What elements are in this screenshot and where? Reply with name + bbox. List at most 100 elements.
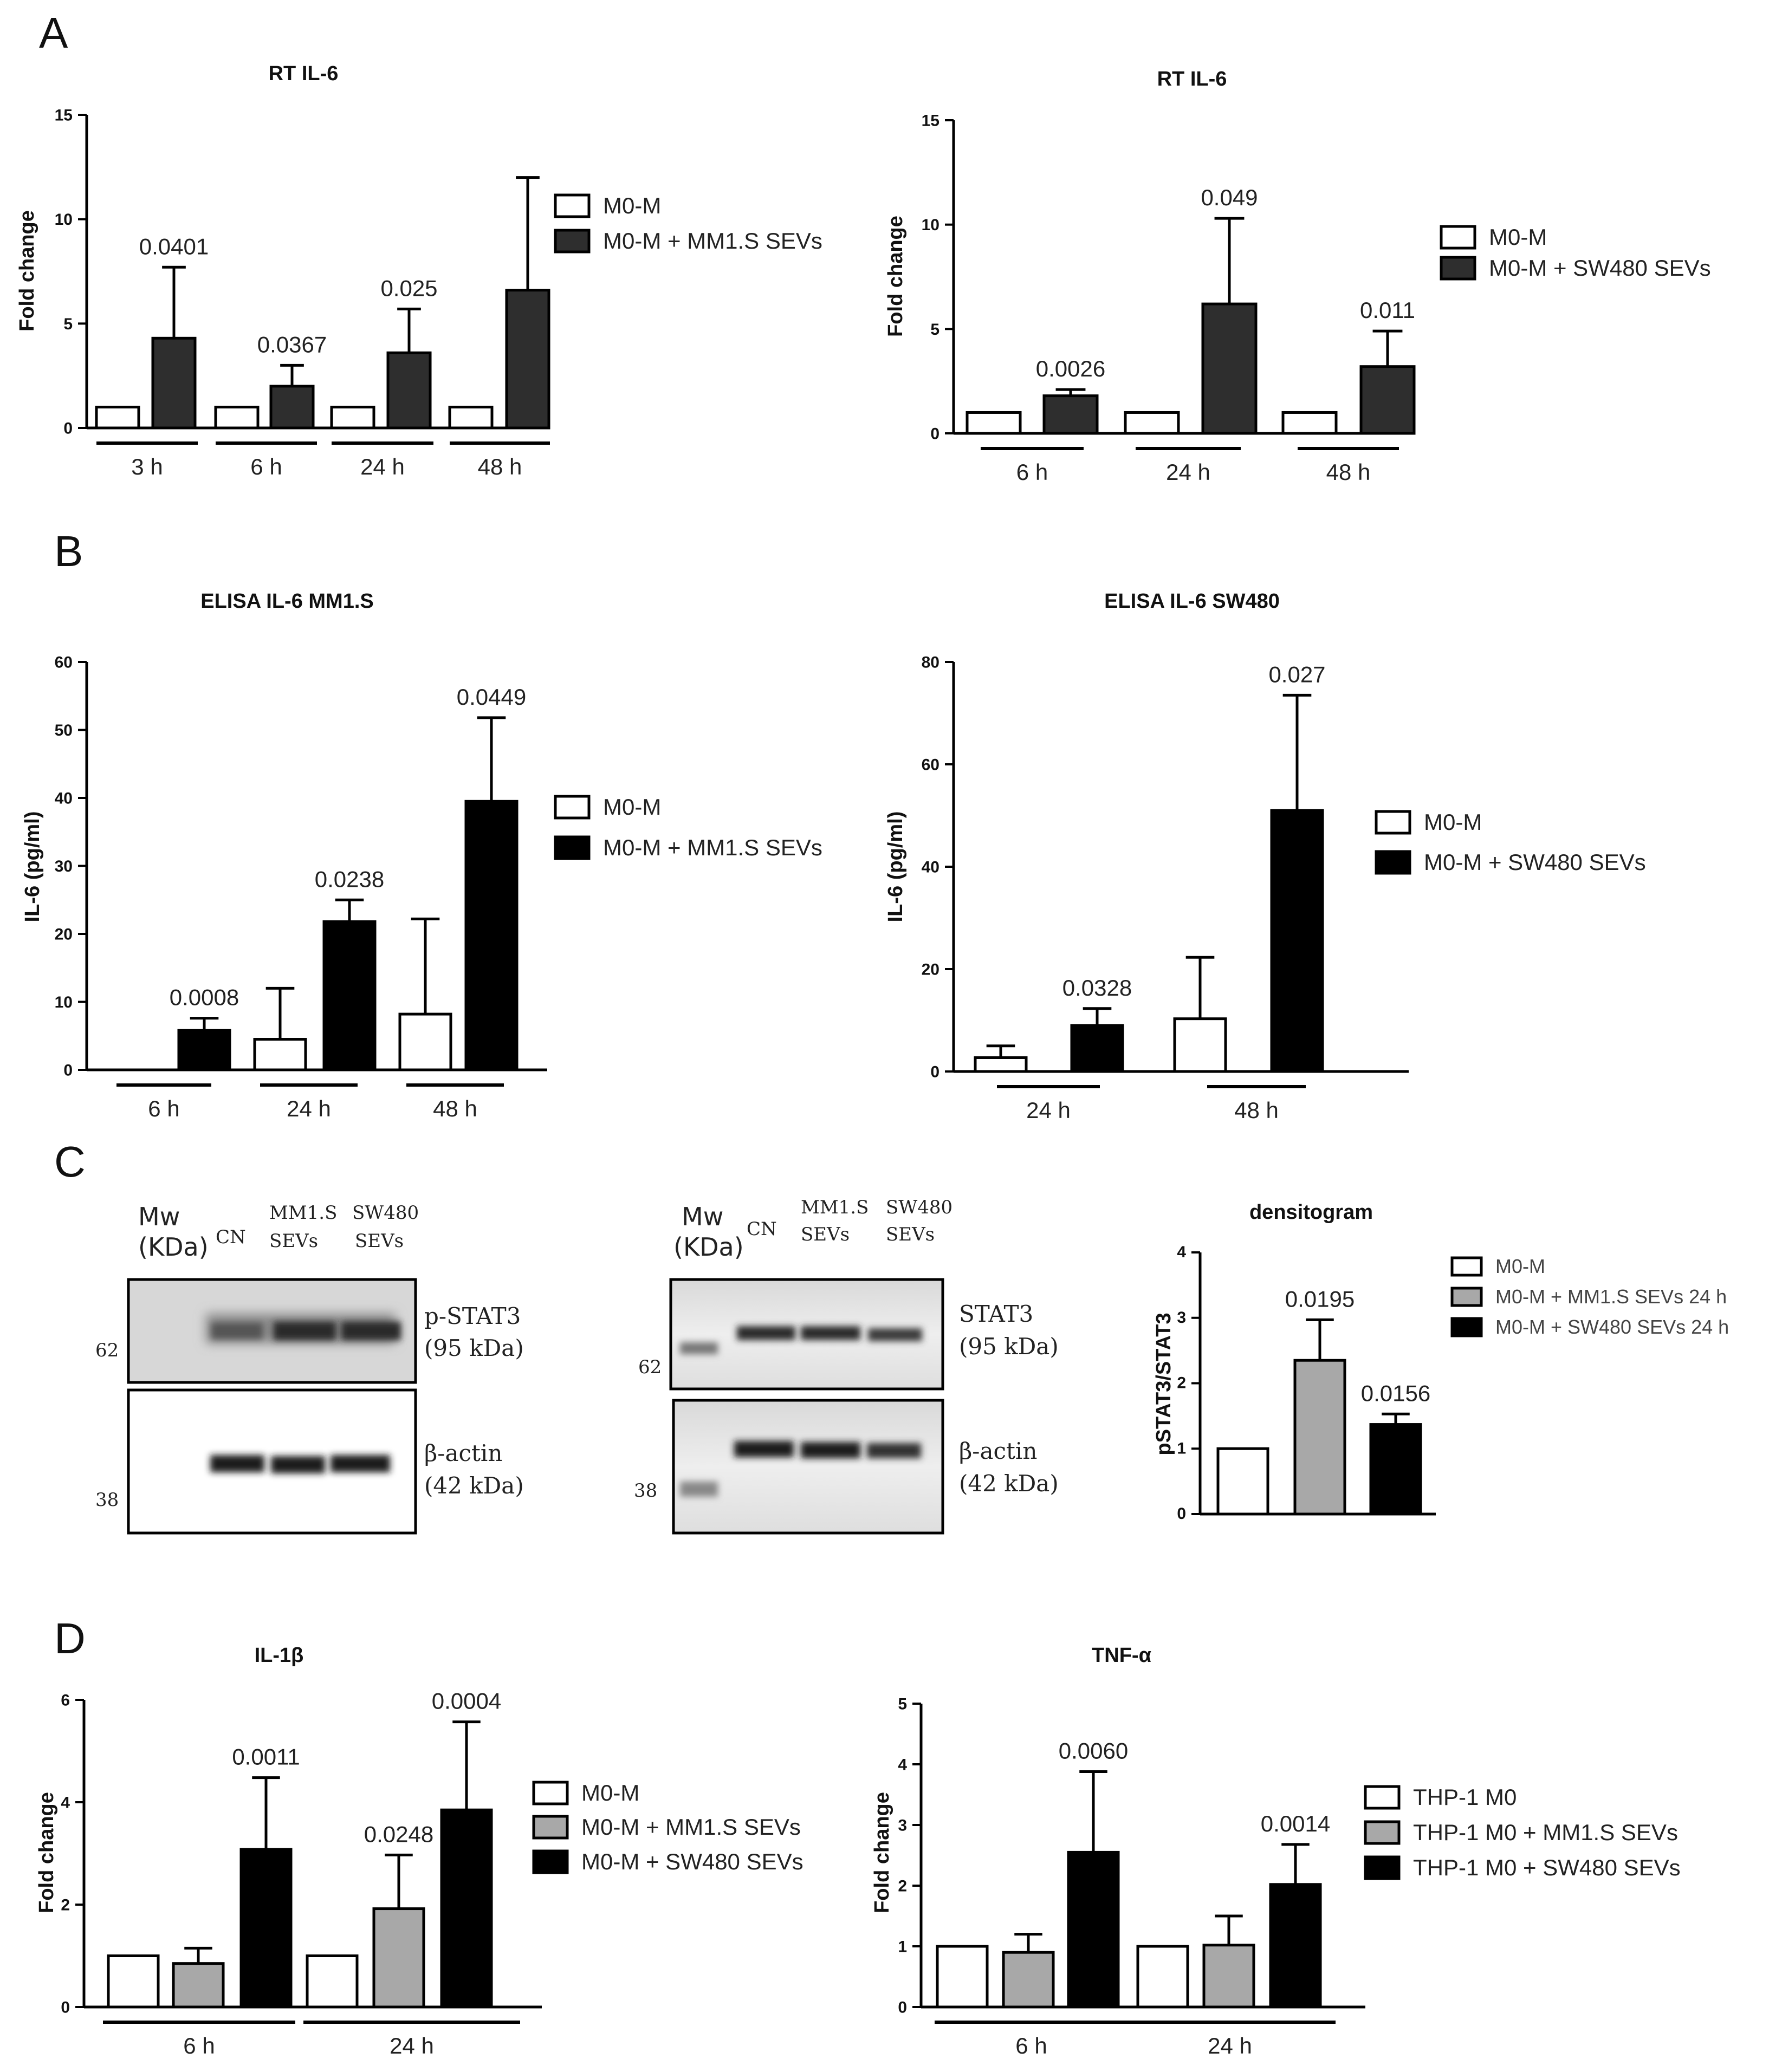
y-axis-label: Fold change [35,1792,58,1913]
bar-2 [1270,809,1324,1073]
legend-label-2: M0-M + SW480 SEVs [1424,849,1646,875]
p-value-label: 0.0328 [1062,975,1132,1001]
wb-left-top-marker: 62 [95,1340,119,1361]
y-tick-label: 0 [1177,1505,1186,1523]
y-tick-label: 5 [898,1696,907,1713]
wb-right-top-marker: 62 [638,1356,662,1378]
x-category-label: 24 h [1166,459,1210,485]
p-value-label: 0.0401 [139,233,209,259]
chart-title: TNF-α [1092,1644,1151,1667]
western-blot-left: Mw (KDa) CN MM1.S SEVs SW480 SEVs 62 38 … [95,1202,524,1535]
bar-3 [1269,1883,1322,2009]
wb-right-bottom-size: (42 kDa) [959,1470,1059,1497]
y-tick-label: 40 [922,859,939,876]
y-tick-label: 0 [63,1062,73,1080]
p-value-label: 0.027 [1268,661,1325,687]
p-value-label: 0.0367 [257,332,327,357]
legend-swatch-3 [1450,1317,1483,1337]
wb-left-actin-band-sw480 [331,1455,390,1472]
legend-swatch-3 [1364,1855,1401,1880]
legend-label-1: THP-1 M0 [1413,1784,1517,1810]
wb-right-bottom-membrane [672,1399,944,1535]
wb-left-lane-mm1s: MM1.S [269,1202,337,1224]
x-category-label: 48 h [1234,1097,1279,1123]
legend-swatch-1 [554,193,591,218]
y-axis-label: Fold change [871,1792,893,1913]
chart-title: ELISA IL-6 MM1.S [200,590,374,613]
x-category-label: 48 h [433,1096,477,1121]
wb-right-stat3-band-mm1s [801,1326,860,1340]
legend-swatch-2 [554,835,591,860]
y-tick-label: 5 [63,315,73,333]
wb-left-bottom-label: β-actin [424,1440,502,1466]
legend-swatch-1 [1440,225,1476,250]
legend-swatch-2 [1364,1820,1401,1845]
bar-2 [1042,394,1099,435]
bar-2 [1070,1024,1124,1073]
legend-swatch-1 [1375,810,1411,835]
legend-swatch-1 [532,1781,569,1805]
bar-1 [1216,1447,1269,1516]
x-category-label: 24 h [1026,1097,1071,1123]
y-tick-label: 20 [55,926,73,944]
legend-label-3: M0-M + SW480 SEVs [581,1849,803,1874]
bar-3 [1369,1423,1422,1516]
x-category-label: 3 h [131,454,163,479]
x-category-label: 6 h [250,454,282,479]
x-category-label: 48 h [478,454,522,479]
p-value-label: 0.0060 [1059,1738,1128,1763]
y-tick-label: 50 [55,722,73,739]
wb-left-pstat3-band-mm1s [274,1322,336,1340]
y-tick-label: 80 [922,654,939,672]
wb-right-top-size: (95 kDa) [959,1333,1059,1360]
bar-1 [306,1954,359,2009]
legend-swatch-1 [1364,1785,1401,1810]
bar-2 [505,289,550,430]
y-tick-label: 20 [922,961,939,979]
y-tick-label: 1 [1177,1439,1186,1457]
legend-swatch-1 [554,795,591,820]
wb-left-pstat3-band-cn [211,1323,263,1339]
wb-left-bottom-marker: 38 [95,1489,119,1511]
western-blot-right: Mw (KDa) CN MM1.S SEVs SW480 SEVs 62 38 … [634,1197,1059,1535]
wb-right-kda-label: (KDa) [673,1232,744,1262]
y-tick-label: 15 [922,112,939,130]
y-axis-label: pSTAT3/STAT3 [1152,1313,1175,1455]
chart-tnfa: TNF-α Fold change 0 1 2 3 4 5 6 h 24 h 0.0060 0.001… [871,1644,1681,2058]
wb-left-mw-label: Mw [138,1202,180,1231]
bar-2 [269,385,315,430]
bar-1 [214,405,260,430]
wb-left-pstat3-band-sw480 [341,1322,401,1340]
p-value-label: 0.0014 [1261,1811,1330,1836]
legend-label-3: M0-M + SW480 SEVs 24 h [1495,1316,1729,1338]
y-tick-label: 3 [1177,1309,1186,1327]
wb-left-lane-mm1s-sevs: SEVs [269,1230,318,1252]
chart-title: RT IL-6 [269,62,339,85]
y-tick-label: 4 [61,1794,70,1812]
y-axis-label: Fold change [16,210,38,332]
legend-swatch-2 [532,1815,569,1840]
panel-label-b: B [54,527,83,575]
y-tick-label: 5 [930,321,939,339]
legend-label-1: M0-M [581,1780,639,1805]
legend-swatch-2 [554,229,591,254]
bar-1 [448,405,494,430]
panel-label-d: D [54,1614,86,1662]
legend-label-1: M0-M [1424,809,1482,835]
wb-right-stat3-band-sw480 [868,1328,922,1341]
p-value-label: 0.0449 [457,684,526,710]
legend-swatch-3 [532,1849,569,1874]
p-value-label: 0.0195 [1285,1286,1355,1311]
legend-label-2: THP-1 M0 + MM1.S SEVs [1413,1820,1678,1845]
p-value-label: 0.0008 [170,985,239,1010]
bar-2 [1202,1944,1255,2009]
bar-1 [936,1945,989,2009]
bar-1 [1281,411,1338,435]
bar-2 [372,1907,425,2009]
y-tick-label: 2 [898,1878,907,1895]
chart-rt-il6-mm1s: RT IL-6 Fold change 0 5 10 15 3 h 6 h 24 h 48 h 0.… [16,62,822,479]
bar-1 [107,1954,160,2009]
y-tick-label: 4 [898,1756,907,1774]
bar-2 [151,336,197,430]
